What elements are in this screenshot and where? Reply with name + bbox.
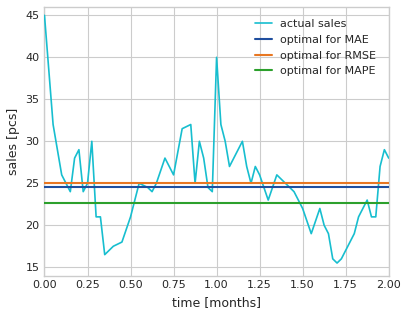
actual sales [197, 139, 202, 143]
actual sales [266, 198, 271, 202]
actual sales [85, 181, 90, 185]
actual sales [218, 123, 223, 126]
actual sales [42, 14, 47, 17]
X-axis label: time [months]: time [months] [172, 296, 261, 309]
Line: actual sales: actual sales [44, 15, 389, 263]
optimal for MAE [214, 185, 219, 189]
Legend: actual sales, optimal for MAE, optimal for RMSE, optimal for MAPE: actual sales, optimal for MAE, optimal f… [248, 13, 383, 83]
actual sales [386, 156, 391, 160]
optimal for RMSE [214, 181, 219, 185]
actual sales [257, 173, 262, 177]
Y-axis label: sales [pcs]: sales [pcs] [7, 108, 20, 175]
actual sales [236, 148, 241, 152]
optimal for MAPE [214, 201, 219, 204]
optimal for MAE [42, 185, 47, 189]
optimal for MAPE [42, 201, 47, 204]
actual sales [335, 261, 339, 265]
optimal for RMSE [42, 181, 47, 185]
